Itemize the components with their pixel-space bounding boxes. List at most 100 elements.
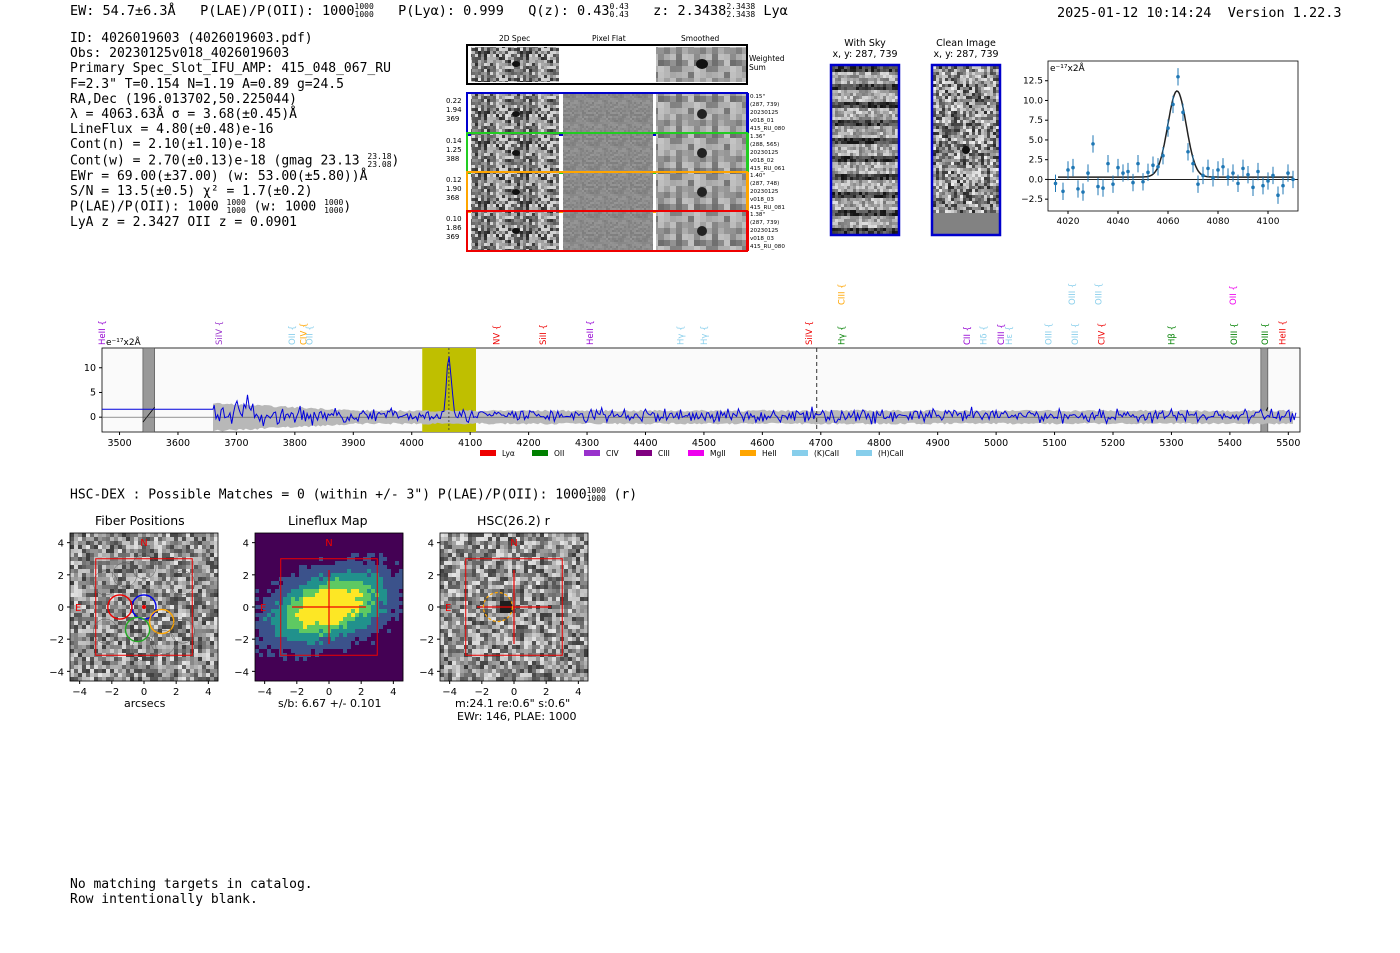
- fit-data-point: [1096, 184, 1100, 189]
- fiber-circle: [148, 608, 175, 635]
- with-sky-title: With Sky: [844, 38, 886, 49]
- spectrum-line-label: OII {: [1229, 285, 1239, 305]
- row-2dspec-source: [512, 189, 520, 195]
- row-stat: 1.90: [446, 185, 462, 193]
- row-meta: 1.38": [750, 212, 765, 218]
- row-stat: 368: [446, 194, 459, 202]
- row-meta: 415_RU_061: [750, 166, 785, 172]
- fiber-xtick-label: 2: [173, 687, 179, 698]
- fit-data-point: [1086, 171, 1090, 175]
- spectrum-line-label: Hγ {: [700, 325, 710, 345]
- legend-label: (H)CaII: [878, 449, 904, 458]
- fit-data-point: [1256, 169, 1260, 174]
- fit-data-point: [1053, 181, 1058, 186]
- legend-label: CIII: [658, 449, 670, 458]
- fit-data-point: [1246, 172, 1250, 177]
- fit-data-point: [1201, 173, 1205, 178]
- fit-data-point: [1281, 183, 1285, 188]
- row-stat: 1.86: [446, 224, 462, 232]
- fiber-east-label: E: [75, 603, 81, 614]
- fit-data-point: [1181, 110, 1185, 115]
- hsc-ytick-label: 0: [428, 603, 434, 614]
- fit-ytick-label: 7.5: [1029, 116, 1043, 126]
- fit-data-point: [1266, 179, 1270, 183]
- with-sky-frame: [829, 63, 901, 237]
- fiber-circle-other: [93, 618, 118, 644]
- spectrum-ytick-label: 0: [90, 412, 96, 423]
- row-stat: 369: [446, 115, 459, 123]
- fit-data-point: [1071, 165, 1075, 170]
- col-header-pixelflat: Pixel Flat: [592, 34, 626, 43]
- spectrum-line-label: SiIV {: [805, 321, 815, 345]
- header-z-line: Lyα: [763, 3, 788, 19]
- weighted-source-2d: [512, 61, 520, 67]
- fiber-circle-other: [170, 618, 195, 644]
- hsc-source-ellipse: [482, 591, 513, 623]
- spectrum-line-label: CIII {: [997, 323, 1007, 345]
- row-meta: (287, 739): [750, 102, 779, 108]
- fit-data-point: [1091, 142, 1095, 146]
- header-plya: P(Lyα): 0.999: [398, 3, 504, 19]
- spectrum-xtick-label: 3900: [341, 438, 365, 449]
- fit-ytick-label: 12.5: [1023, 77, 1043, 87]
- fit-ytick-label: 2.5: [1029, 156, 1043, 166]
- header-timestamp-version: 2025-01-12 10:14:24 Version 1.22.3: [1057, 5, 1342, 21]
- spectrum-xtick-label: 4500: [692, 438, 716, 449]
- info-contn: Cont(n) = 2.10(±1.10)e-18: [70, 137, 266, 153]
- fit-data-point: [1111, 182, 1115, 186]
- row-stat: 1.94: [446, 106, 462, 114]
- spectrum-xtick-label: 5500: [1276, 438, 1300, 449]
- hsc-ytick-label: −2: [419, 635, 434, 646]
- spectrum-xtick-label: 5000: [984, 438, 1008, 449]
- with-sky-xy: x, y: 287, 739: [832, 49, 898, 60]
- fit-model-curve: [1058, 90, 1293, 178]
- fiber-circle-other: [170, 570, 195, 596]
- sky-cutouts: [829, 63, 1002, 237]
- spectrum-line-label: OIII {: [1045, 323, 1055, 345]
- flux-ytick-label: 0: [243, 603, 249, 614]
- spectrum-line-label: Hδ {: [979, 325, 989, 345]
- spectrum-line-label: OIII {: [1071, 323, 1081, 345]
- flux-ytick-label: −2: [234, 635, 249, 646]
- fiber-positions-title: Fiber Positions: [95, 513, 185, 528]
- fit-ytick-label: 0.0: [1029, 175, 1044, 185]
- row-meta: 20230125: [750, 228, 779, 234]
- fit-data-point: [1116, 165, 1120, 170]
- hsc-image-title: HSC(26.2) r: [477, 513, 550, 528]
- fit-data-point: [1216, 168, 1220, 172]
- spectrum-line-label: Hγ {: [837, 325, 847, 345]
- spectrum-ytick-label: 5: [90, 387, 96, 398]
- detection-info: ID: 4026019603 (4026019603.pdf) Obs: 202…: [70, 31, 399, 230]
- spectrum-line-label: HeII {: [1278, 320, 1288, 345]
- spectrum-line-label: HeII {: [98, 320, 108, 345]
- spectrum-line-label: OII {: [288, 325, 298, 345]
- legend-swatch: [584, 450, 600, 456]
- header-z-frac: 2.3438 2.3438: [726, 2, 756, 19]
- info-ewr: EWr = 69.00(±37.00) (w: 53.00(±5.80))Å: [70, 168, 368, 184]
- fiber-xtick-label: −2: [104, 687, 119, 698]
- fit-data-point: [1251, 185, 1255, 190]
- fiber-ytick-label: 4: [58, 539, 64, 550]
- row-smoothed-source: [697, 109, 707, 119]
- fit-data-point: [1176, 74, 1180, 79]
- spectrum-xtick-label: 4800: [867, 438, 891, 449]
- legend-label: OII: [554, 449, 564, 458]
- spectrum-xtick-label: 4100: [458, 438, 482, 449]
- fit-xtick-label: 4100: [1257, 217, 1280, 227]
- fiber-xtick-label: −4: [72, 687, 87, 698]
- row-meta: 1.36": [750, 134, 765, 140]
- fiber-ytick-label: 0: [58, 603, 64, 614]
- info-primary: Primary Spec_Slot_IFU_AMP: 415_048_067_R…: [70, 61, 391, 77]
- spectrum-line-label: SiII {: [539, 324, 549, 345]
- weighted-sum-frame: [466, 44, 748, 85]
- flux-xtick-label: −2: [289, 687, 304, 698]
- row-stat: 0.12: [446, 176, 462, 184]
- header-plae-frac: 1000 1000: [354, 2, 374, 19]
- hsc-east-label: E: [445, 603, 451, 614]
- weighted-source: [696, 59, 708, 69]
- row-pixelflat-image: [563, 134, 653, 172]
- fiber-xlabel: arcsecs: [124, 697, 166, 710]
- fiber-center: [142, 605, 146, 609]
- legend-label: (K)CaII: [814, 449, 839, 458]
- info-lineflux: LineFlux = 4.80(±0.48)e-16: [70, 122, 274, 138]
